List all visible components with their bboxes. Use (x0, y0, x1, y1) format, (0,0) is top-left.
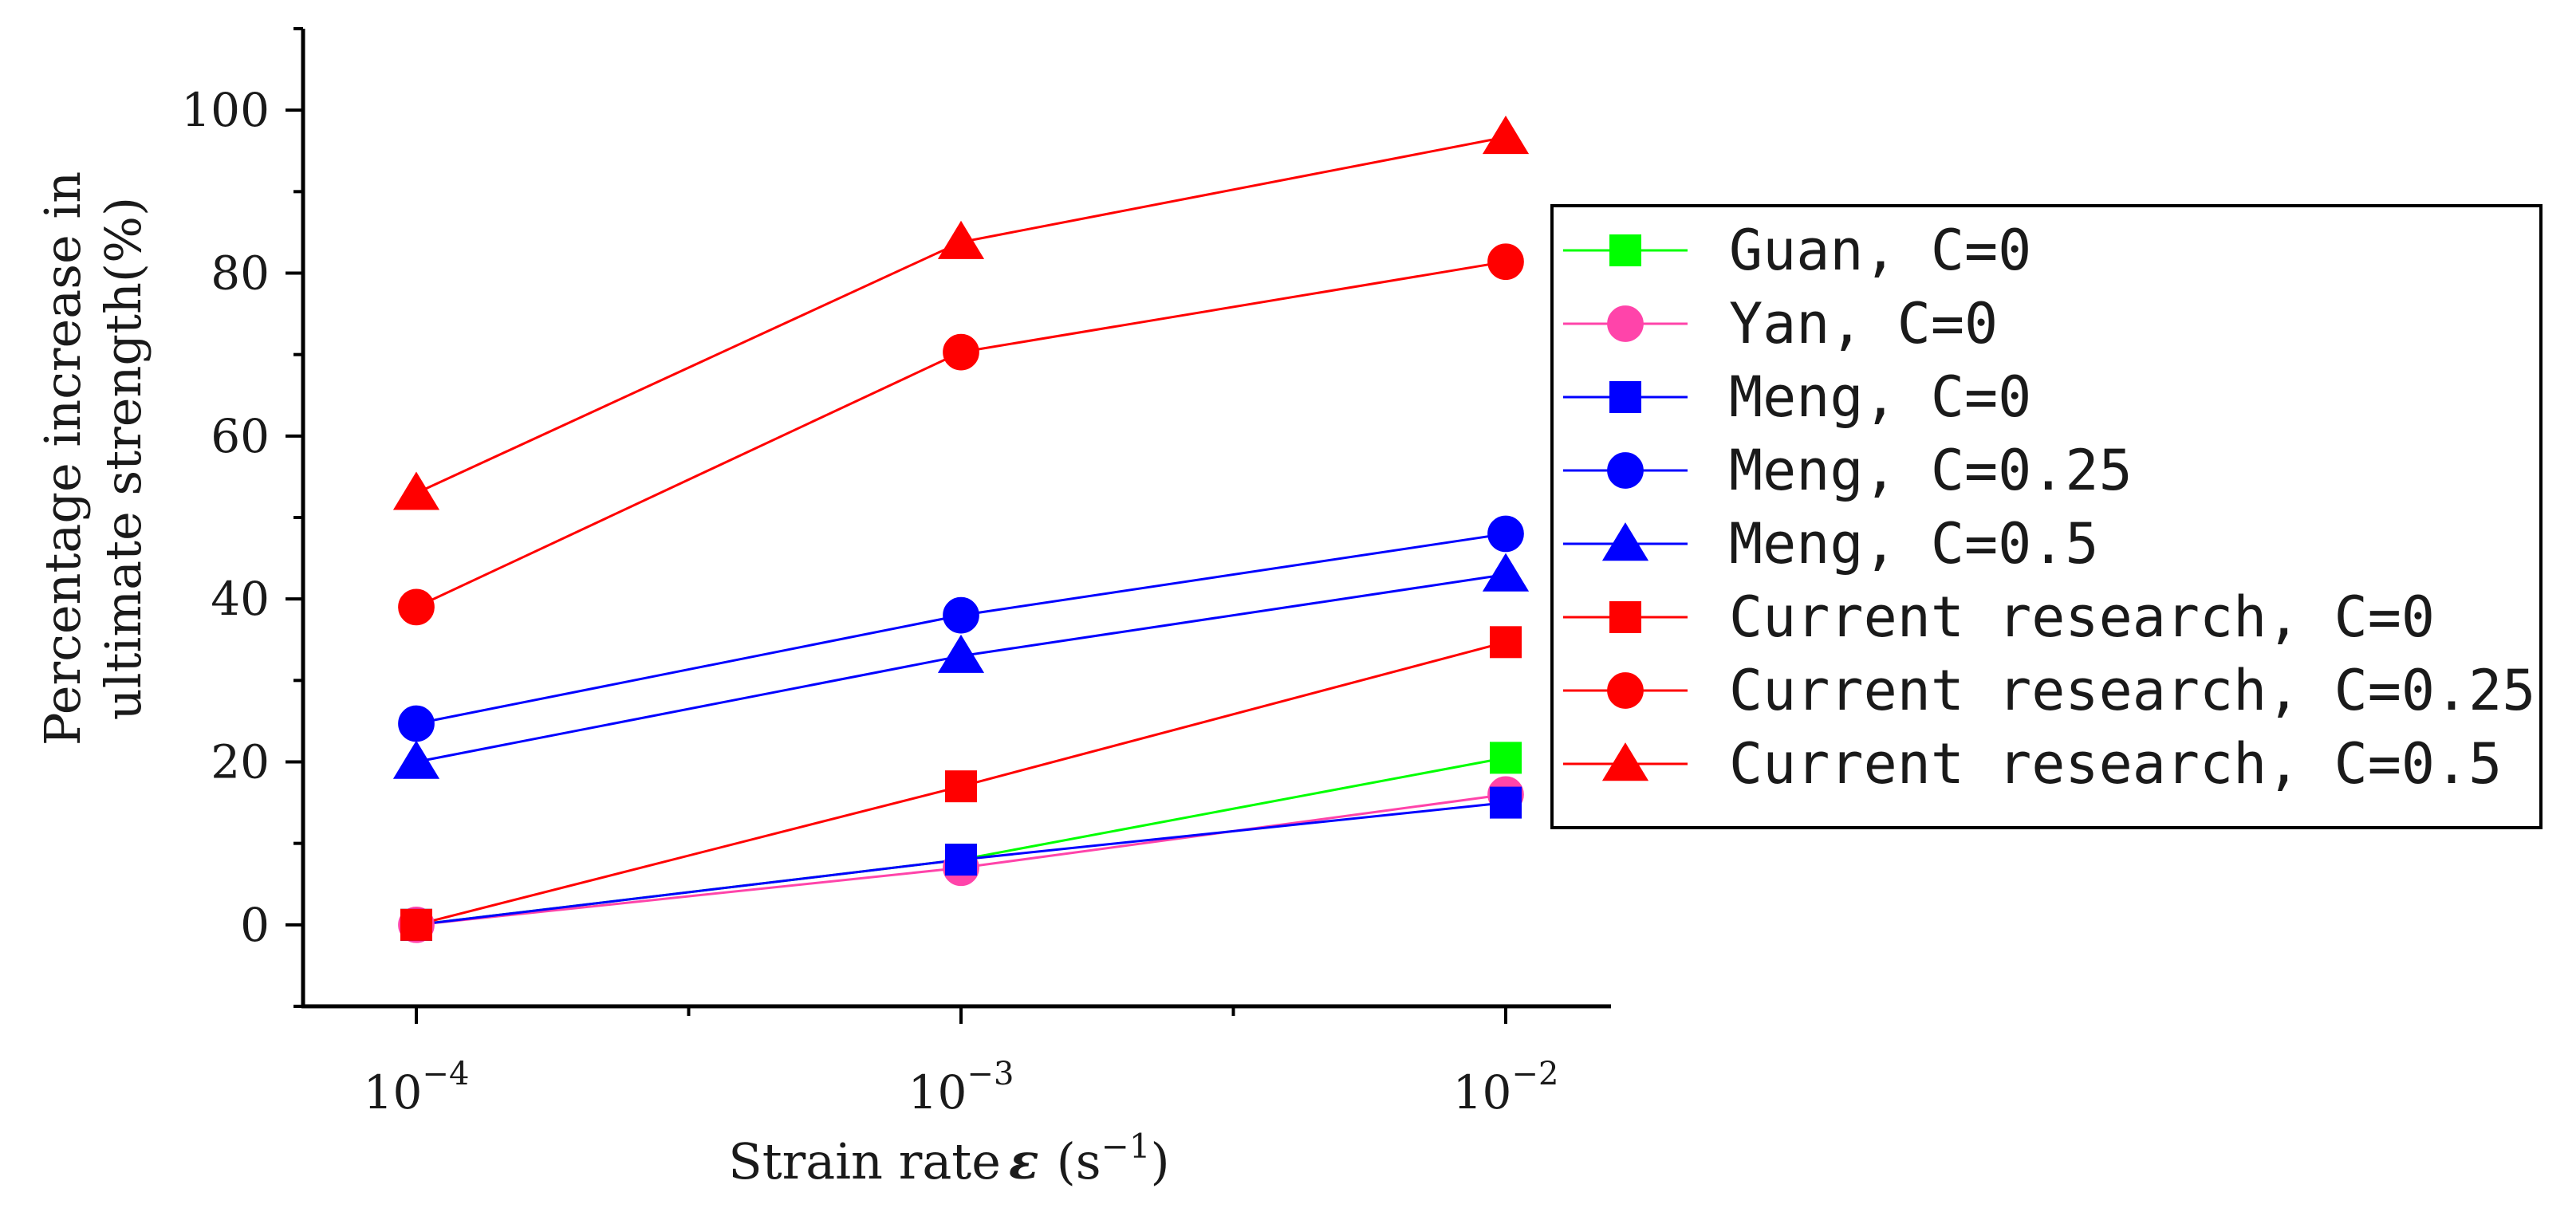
x-tick-label: 10−3 (908, 1056, 1014, 1120)
legend-marker-0 (1609, 234, 1641, 266)
legend-box (1550, 204, 2543, 829)
y-tick-label: 40 (211, 572, 270, 626)
data-point-4-2 (1482, 553, 1530, 592)
x-axis-title: Strain rate ε (s−1) (728, 1127, 1170, 1190)
y-axis-ticks: 0 20 40 60 80 100 (181, 27, 303, 1008)
data-point-5-2 (1490, 626, 1522, 659)
legend-marker-3 (1607, 452, 1644, 489)
legend: Guan, C=0 Yan, C=0 Meng, C=0 Meng, C=0.25 Me… (1550, 204, 2543, 829)
x-tick-label: 10−4 (364, 1056, 470, 1120)
data-point-5-0 (400, 908, 432, 941)
y-tick-label: 0 (240, 898, 270, 952)
data-point-2-2 (1490, 786, 1522, 819)
x-axis-title-unit-exp: −1 (1101, 1127, 1151, 1166)
legend-marker-2 (1609, 381, 1641, 413)
y-tick-label: 100 (181, 83, 270, 137)
x-axis-title-prefix: Strain rate (728, 1132, 1001, 1190)
x-axis-title-symbol: ε (1009, 1132, 1039, 1190)
data-point-3-1 (943, 596, 979, 634)
legend-marker-6 (1607, 672, 1644, 709)
y-axis-title: Percentage increase in ultimate strength… (33, 171, 152, 746)
legend-label-7: Current research, C=0.5 (1729, 731, 2502, 797)
legend-label-6: Current research, C=0.25 (1729, 658, 2535, 723)
data-point-4-1 (937, 634, 985, 673)
y-axis-title-line-1: Percentage increase in (33, 171, 92, 746)
data-point-0-2 (1490, 742, 1522, 774)
data-point-7-0 (392, 471, 440, 510)
legend-label-0: Guan, C=0 (1729, 218, 2031, 283)
data-point-2-1 (945, 844, 977, 876)
y-tick-label: 60 (211, 409, 270, 463)
legend-label-1: Yan, C=0 (1729, 291, 1998, 356)
data-point-6-0 (398, 588, 435, 626)
series-markers (392, 116, 1530, 943)
y-tick-label: 80 (211, 246, 270, 301)
data-point-7-2 (1482, 116, 1530, 155)
legend-label-5: Current research, C=0 (1729, 584, 2435, 650)
data-point-4-0 (392, 740, 440, 779)
data-point-3-2 (1487, 515, 1524, 553)
legend-marker-1 (1607, 305, 1644, 342)
data-point-6-2 (1487, 243, 1524, 281)
data-point-3-0 (398, 705, 435, 742)
data-point-5-1 (945, 770, 977, 803)
legend-marker-5 (1609, 601, 1641, 633)
x-tick-label: 10−2 (1453, 1056, 1559, 1120)
legend-label-3: Meng, C=0.25 (1729, 438, 2133, 503)
y-axis-title-line-2: ultimate strength(%) (94, 197, 152, 720)
legend-label-4: Meng, C=0.5 (1729, 511, 2099, 577)
x-axis-ticks: 10−4 10−3 10−2 (364, 1006, 1559, 1120)
data-point-7-1 (937, 220, 985, 259)
legend-label-2: Meng, C=0 (1729, 364, 2031, 430)
data-point-6-1 (943, 333, 979, 371)
legend-marker-7 (1601, 742, 1649, 781)
y-tick-label: 20 (211, 735, 270, 789)
x-axis-title-unit-close: ) (1151, 1132, 1170, 1190)
legend-marker-4 (1601, 522, 1649, 561)
x-axis-title-unit-open: (s (1057, 1132, 1101, 1190)
